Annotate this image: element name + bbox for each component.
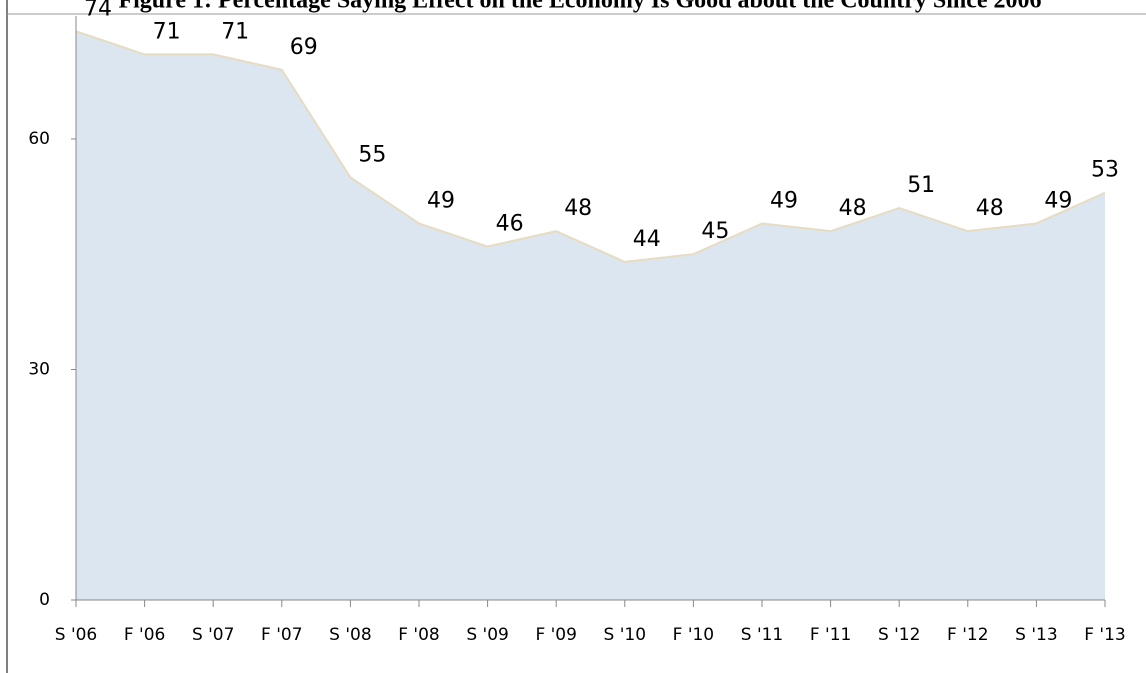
data-label: 71 [221,19,249,44]
data-label: 53 [1091,158,1119,183]
x-tick-label: F '10 [673,625,715,645]
data-label: 49 [770,188,798,213]
x-tick-label: S '09 [466,625,509,645]
data-label: 48 [976,196,1004,221]
data-label: 71 [153,19,181,44]
y-tick-label: 0 [39,590,50,610]
data-label: 44 [633,227,661,252]
chart-title: Figure 1: Percentage Saying Effect on th… [118,0,1041,14]
x-tick-label: F '11 [810,625,852,645]
area-line [75,30,1106,263]
x-tick-label: F '09 [535,625,577,645]
x-tick-label: F '08 [398,625,440,645]
x-tick-label: S '08 [329,625,372,645]
data-label: 48 [564,196,592,221]
data-label: 51 [907,173,935,198]
data-label: 45 [701,219,729,244]
y-tick-label: 30 [28,359,50,379]
data-label: 49 [1044,188,1072,213]
data-label: 55 [358,142,386,167]
x-tick-label: F '07 [261,625,303,645]
data-label: 69 [290,35,318,60]
x-tick-label: F '13 [1084,625,1126,645]
x-tick-label: S '06 [55,625,98,645]
x-tick-label: F '06 [124,625,166,645]
data-label: 74 [84,0,112,21]
x-tick-label: F '12 [947,625,989,645]
x-tick-label: S '10 [604,625,647,645]
x-tick-label: S '13 [1015,625,1058,645]
x-tick-label: S '12 [878,625,921,645]
x-tick-label: S '11 [741,625,784,645]
area [76,31,1105,601]
data-label: 49 [427,188,455,213]
y-tick-label: 60 [28,129,50,149]
x-tick-label: S '07 [192,625,235,645]
data-label: 46 [496,212,524,237]
data-label: 48 [839,196,867,221]
